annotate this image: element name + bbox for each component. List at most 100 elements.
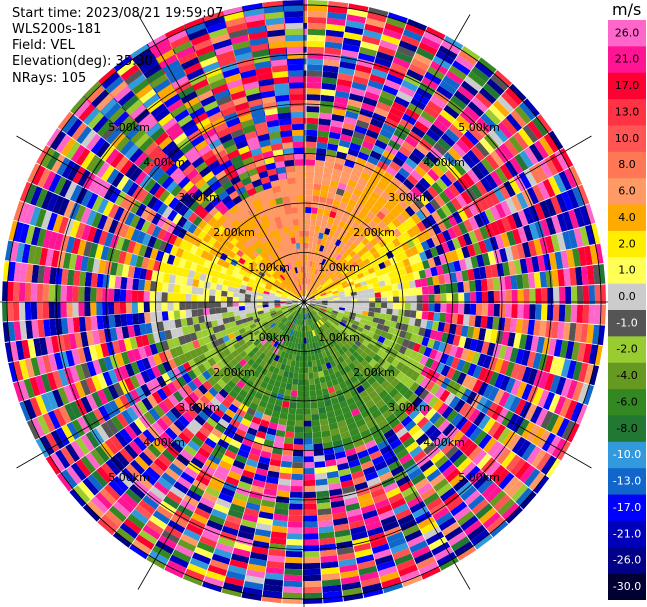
velocity-gate	[291, 310, 297, 316]
velocity-gate	[414, 120, 429, 134]
velocity-gate	[427, 395, 440, 408]
velocity-gate	[8, 362, 18, 383]
velocity-gate	[303, 337, 307, 344]
velocity-gate	[276, 490, 290, 498]
velocity-gate	[471, 66, 490, 83]
velocity-gate	[21, 243, 31, 264]
velocity-gate	[201, 149, 215, 162]
velocity-gate	[371, 276, 379, 284]
velocity-gate	[368, 358, 378, 368]
velocity-gate	[368, 293, 376, 298]
velocity-gate	[234, 454, 248, 464]
velocity-gate	[313, 371, 320, 379]
velocity-gate	[355, 119, 370, 130]
velocity-gate	[277, 356, 284, 364]
velocity-gate	[378, 389, 389, 400]
velocity-gate	[357, 113, 372, 124]
velocity-gate	[420, 420, 434, 433]
velocity-gate	[274, 399, 283, 407]
velocity-gate	[155, 281, 163, 292]
velocity-gate	[409, 540, 428, 554]
velocity-gate	[321, 388, 329, 396]
velocity-gate	[148, 407, 161, 422]
velocity-gate	[505, 377, 516, 394]
velocity-gate	[306, 88, 321, 95]
velocity-gate	[87, 474, 104, 492]
velocity-gate	[201, 370, 212, 381]
velocity-gate	[519, 150, 534, 169]
velocity-gate	[24, 358, 35, 378]
velocity-gate	[80, 207, 92, 224]
velocity-gate	[199, 322, 207, 331]
velocity-gate	[251, 361, 260, 370]
velocity-gate	[109, 81, 128, 98]
velocity-gate	[304, 224, 311, 231]
velocity-gate	[291, 354, 297, 361]
velocity-gate	[135, 335, 144, 348]
velocity-gate	[465, 391, 478, 405]
velocity-gate	[351, 275, 359, 282]
velocity-gate	[380, 291, 387, 298]
velocity-gate	[387, 181, 399, 193]
velocity-gate	[334, 408, 343, 417]
velocity-gate	[433, 255, 442, 267]
velocity-gate	[94, 344, 104, 359]
velocity-gate	[309, 298, 316, 301]
velocity-gate	[250, 260, 258, 268]
velocity-gate	[255, 332, 263, 340]
velocity-gate	[135, 372, 146, 386]
velocity-gate	[269, 416, 280, 424]
velocity-gate	[161, 385, 173, 398]
velocity-gate	[102, 371, 113, 387]
velocity-gate	[303, 539, 319, 546]
velocity-gate	[505, 197, 518, 214]
velocity-gate	[244, 302, 251, 306]
velocity-gate	[355, 64, 373, 74]
velocity-gate	[287, 527, 303, 534]
velocity-gate	[213, 548, 232, 559]
velocity-gate	[489, 170, 503, 187]
velocity-gate	[268, 304, 275, 307]
velocity-gate	[423, 31, 444, 45]
velocity-gate	[347, 330, 355, 337]
velocity-gate	[123, 338, 133, 351]
velocity-gate	[331, 114, 345, 123]
velocity-gate	[447, 531, 467, 547]
velocity-gate	[429, 348, 438, 360]
velocity-gate	[246, 407, 256, 417]
velocity-gate	[382, 325, 390, 333]
velocity-gate	[351, 305, 358, 310]
velocity-gate	[364, 250, 373, 258]
velocity-gate	[392, 422, 405, 434]
velocity-gate	[337, 182, 347, 191]
velocity-gate	[548, 338, 557, 356]
velocity-gate	[407, 535, 426, 548]
velocity-gate	[472, 379, 484, 394]
velocity-gate	[269, 310, 276, 314]
velocity-gate	[308, 293, 313, 298]
velocity-gate	[303, 527, 319, 534]
velocity-gate	[180, 318, 188, 327]
velocity-gate	[142, 160, 157, 175]
velocity-gate	[314, 268, 319, 275]
velocity-gate	[256, 342, 264, 350]
velocity-gate	[100, 514, 120, 532]
velocity-gate	[355, 268, 363, 276]
velocity-gate	[238, 302, 245, 307]
velocity-gate	[138, 279, 146, 291]
velocity-gate	[311, 310, 317, 316]
velocity-gate	[321, 77, 337, 85]
velocity-gate	[390, 542, 409, 555]
velocity-gate	[211, 449, 224, 460]
velocity-gate	[299, 313, 302, 320]
velocity-gate	[274, 302, 281, 304]
velocity-gate	[508, 260, 517, 276]
velocity-gate	[378, 95, 394, 107]
velocity-gate	[172, 337, 181, 348]
velocity-gate	[184, 260, 192, 270]
velocity-gate	[321, 573, 341, 581]
velocity-gate	[336, 78, 353, 88]
velocity-gate	[472, 121, 488, 138]
velocity-gate	[96, 466, 113, 484]
velocity-gate	[114, 314, 122, 328]
